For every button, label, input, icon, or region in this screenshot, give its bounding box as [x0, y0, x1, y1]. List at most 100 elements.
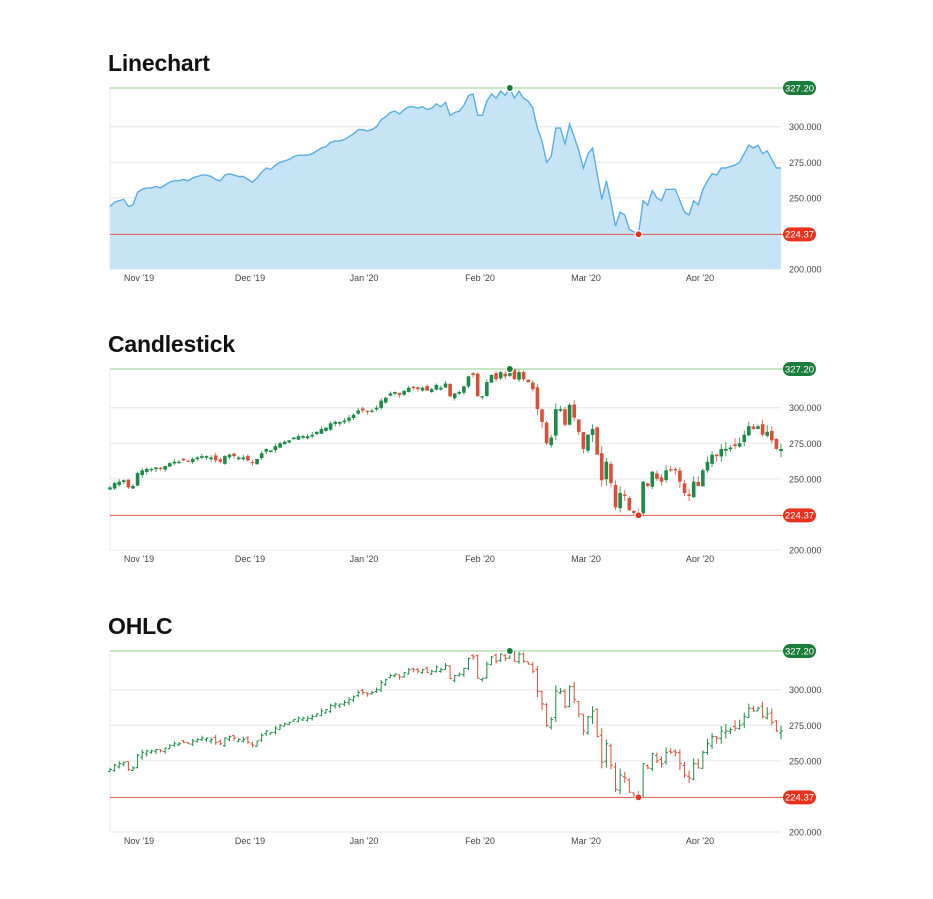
candle-body: [250, 461, 255, 464]
candle-body: [172, 461, 177, 464]
candle-body: [590, 429, 595, 436]
y-tick-label: 300.000: [789, 685, 822, 695]
candlestick-series: [108, 368, 783, 520]
candle-body: [682, 483, 687, 494]
candle-body: [241, 457, 246, 460]
x-tick-label: Nov '19: [124, 554, 154, 562]
candle-body: [494, 373, 498, 380]
candle-body: [108, 487, 112, 490]
candle-body: [462, 386, 466, 393]
area-fill: [110, 88, 781, 269]
candle-body: [517, 372, 521, 380]
x-tick-label: Nov '19: [124, 836, 154, 844]
candle-body: [121, 480, 126, 483]
candle-body: [733, 444, 737, 447]
min-marker: [634, 230, 643, 239]
candle-body: [466, 376, 471, 387]
max-badge-label: 327.20: [785, 364, 814, 375]
candle-body: [269, 450, 273, 453]
x-tick-label: Dec '19: [235, 554, 265, 562]
x-tick-label: Feb '20: [465, 554, 495, 562]
candle-body: [535, 387, 540, 410]
candle-body: [650, 471, 655, 487]
candle-body: [181, 458, 186, 461]
candle-body: [112, 483, 117, 489]
candle-body: [618, 493, 622, 509]
max-badge-label: 327.20: [785, 646, 814, 657]
candle-body: [255, 458, 259, 465]
x-tick-label: Dec '19: [235, 836, 265, 844]
candle-body: [379, 400, 383, 408]
candle-body: [347, 417, 351, 421]
candle-body: [190, 458, 195, 463]
candle-body: [586, 434, 590, 451]
candle-body: [328, 423, 333, 430]
candle-body: [411, 386, 416, 388]
candle-body: [696, 481, 701, 486]
candle-body: [664, 470, 668, 481]
candle-body: [292, 437, 296, 440]
candle-body: [259, 453, 264, 459]
candle-body: [765, 431, 770, 436]
candle-body: [246, 455, 250, 461]
x-tick-label: Feb '20: [465, 273, 495, 281]
candle-body: [204, 456, 209, 458]
x-tick-label: Apr '20: [686, 836, 714, 844]
candle-body: [416, 387, 420, 390]
x-tick-label: Mar '20: [571, 836, 601, 844]
linechart-plot: 300.000 275.000 250.000 200.000 Nov '19 Dec '…: [109, 81, 822, 281]
candle-body: [370, 410, 374, 412]
candle-body: [126, 479, 131, 488]
candle-body: [724, 448, 728, 451]
y-tick-label: 250.000: [789, 756, 822, 766]
candle-body: [645, 483, 650, 486]
candle-body: [232, 453, 236, 457]
max-badge: [783, 362, 816, 376]
y-tick-label: 250.000: [789, 474, 822, 484]
candle-body: [360, 408, 365, 411]
candle-body: [659, 477, 664, 482]
x-tick-label: Jan '20: [350, 836, 379, 844]
candle-body: [549, 437, 554, 446]
candle-body: [632, 510, 636, 514]
candle-body: [691, 481, 696, 498]
candle-body: [282, 441, 287, 445]
candle-body: [627, 498, 632, 511]
min-badge-label: 224.37: [785, 793, 814, 804]
x-tick-label: Feb '20: [465, 836, 495, 844]
candle-body: [135, 473, 140, 486]
panel-title: OHLC: [108, 613, 173, 639]
candle-body: [310, 434, 315, 437]
candle-body: [223, 456, 227, 464]
candle-body: [406, 387, 411, 392]
candle-body: [710, 454, 714, 464]
min-badge-label: 224.37: [785, 230, 814, 241]
candle-body: [668, 469, 673, 471]
candle-body: [480, 396, 485, 398]
candle-body: [526, 379, 531, 383]
candle-body: [425, 386, 429, 391]
candle-body: [756, 426, 760, 429]
candle-body: [673, 469, 678, 471]
candle-body: [236, 457, 241, 460]
candle-body: [195, 457, 200, 460]
ohlc-plot: 300.000 275.000 250.000 200.000 Nov '19 Dec '…: [108, 644, 822, 844]
candle-body: [356, 410, 360, 414]
candle-body: [158, 467, 163, 469]
min-marker: [634, 511, 643, 520]
candle-body: [388, 393, 393, 396]
candle-body: [167, 463, 172, 467]
max-badge: [783, 644, 816, 658]
candle-body: [498, 372, 503, 379]
candle-body: [337, 421, 342, 424]
min-badge-label: 224.37: [785, 511, 814, 522]
candle-body: [305, 436, 310, 439]
candle-body: [719, 448, 724, 457]
candle-body: [604, 461, 609, 480]
x-tick-label: Apr '20: [686, 273, 714, 281]
y-tick-label: 300.000: [789, 122, 822, 132]
candle-body: [452, 393, 457, 399]
y-tick-label: 200.000: [789, 265, 822, 275]
x-tick-label: Apr '20: [686, 554, 714, 562]
candle-body: [227, 454, 232, 458]
